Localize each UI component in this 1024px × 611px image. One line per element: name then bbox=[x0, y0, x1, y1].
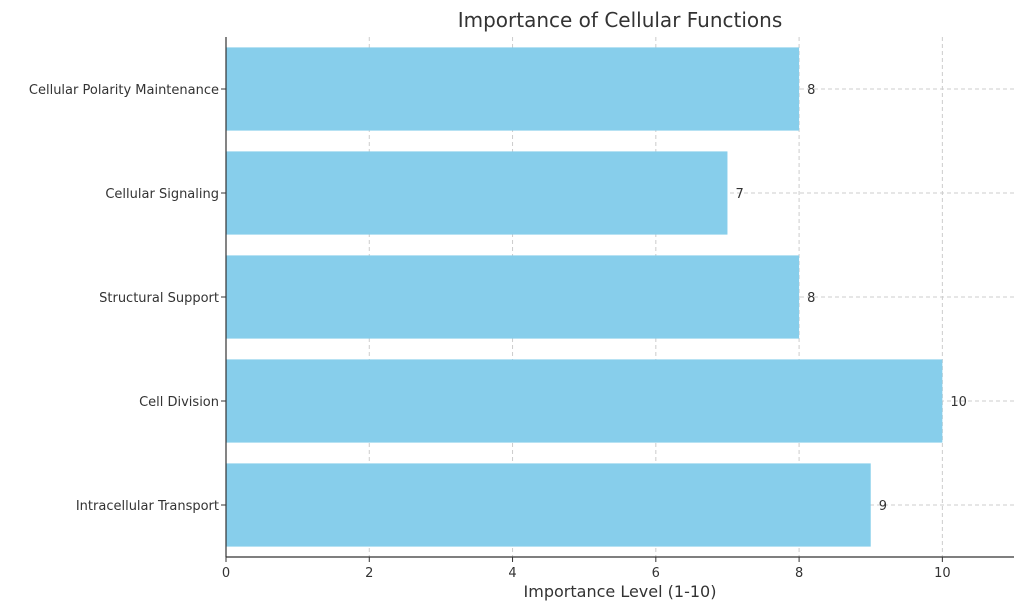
x-tick-label: 4 bbox=[508, 566, 516, 581]
bar-intracellular-transport bbox=[226, 463, 871, 547]
x-axis-label: Importance Level (1-10) bbox=[524, 582, 717, 601]
data-label-cellular-polarity-maintenance: 8 bbox=[807, 83, 815, 98]
x-tick-label: 10 bbox=[934, 566, 951, 581]
y-tick-label-cellular-polarity-maintenance: Cellular Polarity Maintenance bbox=[29, 83, 219, 98]
data-label-cell-division: 10 bbox=[950, 395, 967, 410]
x-tick-label: 0 bbox=[222, 566, 230, 581]
x-tick-label: 6 bbox=[652, 566, 660, 581]
x-tick-label: 8 bbox=[795, 566, 803, 581]
data-label-structural-support: 8 bbox=[807, 291, 815, 306]
bar-cellular-signaling bbox=[226, 151, 728, 235]
data-label-cellular-signaling: 7 bbox=[735, 187, 743, 202]
axis-layer: 0 2 4 6 8 10 Intracellular Transport Cell Divis… bbox=[29, 37, 1014, 581]
data-label-intracellular-transport: 9 bbox=[879, 499, 887, 514]
bar-structural-support bbox=[226, 255, 800, 339]
bar-cellular-polarity-maintenance bbox=[226, 47, 800, 131]
bar-layer: 9 10 8 7 8 bbox=[226, 47, 967, 547]
chart-title: Importance of Cellular Functions bbox=[458, 8, 783, 32]
y-tick-label-cellular-signaling: Cellular Signaling bbox=[105, 187, 219, 202]
y-tick-label-intracellular-transport: Intracellular Transport bbox=[76, 499, 219, 514]
bar-cell-division bbox=[226, 359, 943, 443]
y-tick-label-structural-support: Structural Support bbox=[99, 291, 219, 306]
x-tick-label: 2 bbox=[365, 566, 373, 581]
y-tick-label-cell-division: Cell Division bbox=[139, 395, 219, 410]
